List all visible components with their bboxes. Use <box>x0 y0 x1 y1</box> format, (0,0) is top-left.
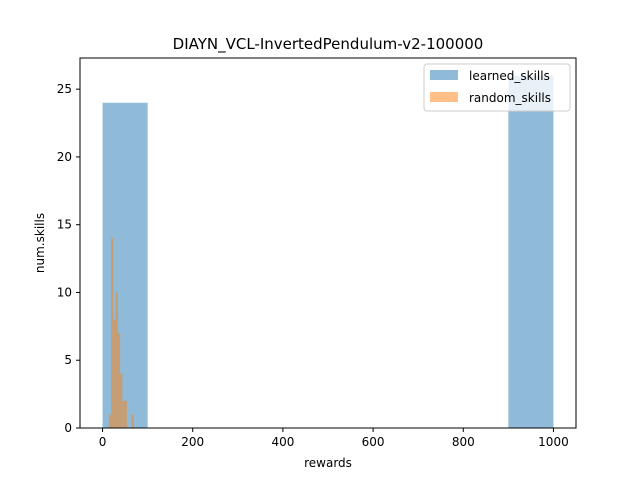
chart-title: DIAYN_VCL-InvertedPendulum-v2-100000 <box>173 35 484 54</box>
bar-random-skills-3 <box>115 292 118 428</box>
y-tick-label: 10 <box>57 285 72 299</box>
bars-layer <box>102 75 554 428</box>
legend-swatch-learned-skills <box>430 70 458 80</box>
x-tick-label: 0 <box>99 435 107 449</box>
legend-box <box>423 63 571 112</box>
bar-random-skills-5 <box>120 373 123 428</box>
y-tick-label: 20 <box>57 150 72 164</box>
legend: learned_skills random_skills <box>423 63 571 112</box>
bar-learned-skills-0 <box>102 102 148 428</box>
plot-frame <box>79 57 577 429</box>
bar-random-skills-10 <box>131 414 134 428</box>
legend-swatch-random-skills <box>430 92 458 102</box>
x-tick-label: 400 <box>271 435 294 449</box>
bar-random-skills-1 <box>111 238 114 428</box>
bar-random-skills-4 <box>117 333 121 428</box>
y-tick-label: 5 <box>64 353 72 367</box>
legend-label-learned-skills: learned_skills <box>469 69 550 83</box>
x-tick-label: 800 <box>452 435 475 449</box>
y-axis-label: num.skills <box>33 213 47 273</box>
x-tick-label: 200 <box>181 435 204 449</box>
legend-label-random-skills: random_skills <box>469 91 551 105</box>
bar-learned-skills-9 <box>508 75 554 428</box>
bar-random-skills-0 <box>108 414 112 428</box>
y-tick-label: 15 <box>57 218 72 232</box>
x-axis-label: rewards <box>304 456 352 470</box>
bar-random-skills-2 <box>113 319 116 428</box>
y-axis-ticks: 0 5 10 15 20 25 <box>57 82 80 435</box>
y-tick-label: 25 <box>57 82 72 96</box>
bar-random-skills-6 <box>122 400 125 428</box>
x-tick-label: 1000 <box>538 435 569 449</box>
bar-random-skills-7 <box>124 400 127 428</box>
x-axis-ticks: 0 200 400 600 800 1000 <box>99 428 569 449</box>
y-tick-label: 0 <box>64 421 72 435</box>
x-tick-label: 600 <box>362 435 385 449</box>
